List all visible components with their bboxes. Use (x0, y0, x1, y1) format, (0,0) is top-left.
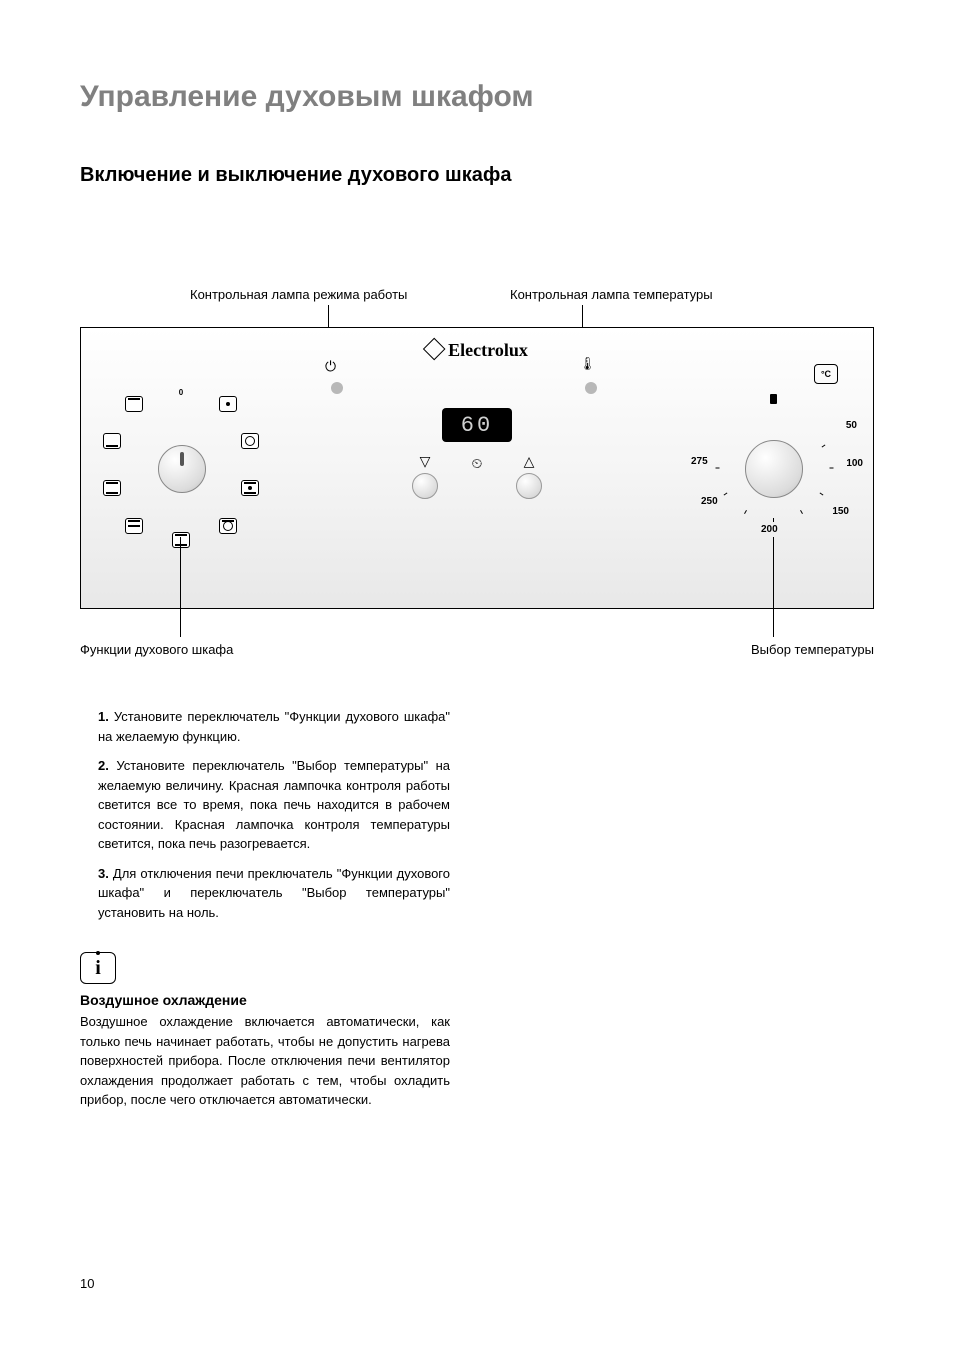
brand-label: Electrolux (426, 340, 528, 361)
section-heading: Включение и выключение духового шкафа (80, 164, 874, 187)
function-icon-fan (241, 433, 259, 449)
callout-temperature-select: Выбор температуры (751, 642, 874, 657)
instruction-text: Для отключения печи преключатель "Функци… (98, 866, 450, 920)
callout-operation-lamp: Контрольная лампа режима работы (190, 287, 407, 302)
chevron-down-icon: ▽ (416, 453, 434, 467)
thermometer-icon: 🌡 (579, 356, 596, 372)
function-icon-top (125, 396, 143, 412)
timer-display: 60 (442, 408, 512, 442)
temp-indicator-mark (770, 394, 777, 404)
document-page: Управление духовым шкафом Включение и вы… (0, 0, 954, 1351)
function-icon-light (219, 396, 237, 412)
info-icon: i (80, 952, 116, 984)
function-icon-top-bottom-fan (241, 480, 259, 496)
bell-icon: ⏲ (468, 455, 486, 469)
function-icon-off: 0 (172, 384, 190, 400)
oven-control-panel: Electrolux ⏻ 🌡 0 (80, 327, 874, 609)
callout-temperature-lamp: Контрольная лампа температуры (510, 287, 713, 302)
chevron-up-icon: △ (520, 453, 538, 467)
leader-line (180, 537, 181, 607)
brand-text: Electrolux (448, 340, 528, 360)
tick (820, 492, 824, 495)
cooling-heading: Воздушное охлаждение (80, 992, 874, 1008)
temp-label-150: 150 (832, 506, 849, 517)
degree-celsius-icon: °C (814, 364, 838, 384)
page-title: Управление духовым шкафом (80, 80, 874, 114)
function-knob[interactable]: 0 (101, 388, 261, 548)
temperature-knob[interactable]: 50 100 150 200 250 275 (693, 388, 853, 548)
operation-lamp (331, 382, 343, 394)
temperature-knob-dial[interactable] (745, 440, 803, 498)
function-icon-full-grill (125, 518, 143, 534)
instruction-text: Установите переключатель "Выбор температ… (98, 758, 450, 851)
timer-up-button[interactable] (516, 473, 542, 499)
timer-mode-group: ⏲ (468, 455, 486, 469)
tick (716, 468, 720, 469)
function-icon-bottom (103, 433, 121, 449)
instruction-item-2: 2. Установите переключатель "Выбор темпе… (98, 756, 450, 854)
leader-line (773, 537, 774, 637)
tick (822, 444, 826, 447)
temp-label-275: 275 (691, 456, 708, 467)
tick (744, 510, 747, 514)
cooling-text: Воздушное охлаждение включается автомати… (80, 1012, 450, 1110)
page-number: 10 (80, 1276, 94, 1291)
function-knob-dial[interactable] (158, 445, 206, 493)
power-icon: ⏻ (325, 358, 336, 375)
temp-label-50: 50 (846, 420, 857, 431)
timer-up-group: △ (516, 453, 542, 499)
tick (800, 510, 803, 514)
instruction-item-3: 3. Для отключения печи преключатель "Фун… (98, 864, 450, 923)
tick (724, 492, 728, 495)
function-icon-grill-bottom (172, 532, 190, 548)
leader-line (180, 607, 181, 637)
function-icon-top-bottom (103, 480, 121, 496)
temp-label-250: 250 (701, 496, 718, 507)
control-panel-diagram: Контрольная лампа режима работы Контроль… (80, 247, 874, 667)
instruction-text: Установите переключатель "Функции духово… (98, 709, 450, 744)
timer-controls: ▽ ⏲ △ (412, 453, 542, 499)
brand-icon (423, 338, 446, 361)
tick (830, 468, 834, 469)
function-icon-grill-fan (219, 518, 237, 534)
instruction-item-1: 1. Установите переключатель "Функции дух… (98, 707, 450, 746)
temp-label-200: 200 (761, 524, 778, 535)
callout-oven-functions: Функции духового шкафа (80, 642, 233, 657)
temp-label-100: 100 (846, 458, 863, 469)
timer-down-group: ▽ (412, 453, 438, 499)
temperature-lamp (585, 382, 597, 394)
instructions-list: 1. Установите переключатель "Функции дух… (80, 707, 450, 922)
tick (773, 518, 774, 522)
timer-down-button[interactable] (412, 473, 438, 499)
